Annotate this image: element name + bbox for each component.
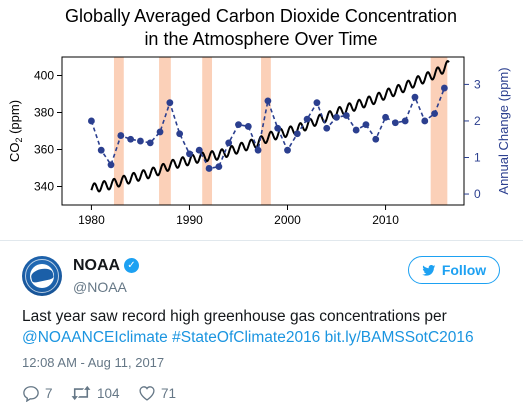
annual-change-point xyxy=(107,161,115,169)
chart-title-line: Globally Averaged Carbon Dioxide Concent… xyxy=(65,6,457,26)
user-handle[interactable]: @NOAA xyxy=(73,279,127,295)
annual-change-point xyxy=(195,146,203,154)
tweet-text: Last year saw record high greenhouse gas… xyxy=(22,306,502,348)
y-right-tick-label: 0 xyxy=(474,187,481,201)
verified-badge-icon: ✓ xyxy=(124,258,139,273)
annual-change-point xyxy=(186,150,193,158)
annual-change-point xyxy=(215,163,223,171)
el-nino-band xyxy=(202,57,213,205)
retweet-count: 104 xyxy=(97,385,120,401)
annual-change-point xyxy=(313,99,321,107)
y-left-tick-label: 360 xyxy=(34,143,54,157)
annual-change-point xyxy=(205,165,213,172)
annual-change-point xyxy=(431,110,438,118)
annual-change-point xyxy=(342,112,350,119)
annual-change-point xyxy=(264,97,272,105)
mention-link[interactable]: @NOAANCEIclimate xyxy=(22,329,168,346)
x-tick-label: 2010 xyxy=(372,213,399,227)
annual-change-point xyxy=(333,113,340,121)
url-link[interactable]: bit.ly/BAMSSotC2016 xyxy=(324,329,474,346)
annual-change-point xyxy=(127,135,135,143)
annual-change-point xyxy=(97,146,105,154)
co2-chart: Globally Averaged Carbon Dioxide Concent… xyxy=(7,6,511,227)
annual-change-point xyxy=(235,121,242,129)
plot-frame xyxy=(61,56,465,206)
y-right-tick-label: 1 xyxy=(474,150,481,164)
avatar-ring xyxy=(25,259,59,293)
y-left-axis-label: CO2 (ppm) xyxy=(7,100,24,162)
y-left-tick-label: 400 xyxy=(34,69,54,83)
y-right-axis-label: Annual Change (ppm) xyxy=(496,67,511,194)
el-nino-band xyxy=(430,57,448,205)
y-left-tick-label: 340 xyxy=(34,180,54,194)
heart-icon xyxy=(139,386,155,401)
avatar[interactable] xyxy=(22,256,62,296)
hashtag-link[interactable]: #StateOfClimate2016 xyxy=(172,329,321,346)
tweet-text-body: Last year saw record high greenhouse gas… xyxy=(22,308,447,325)
annual-change-point xyxy=(372,135,380,143)
follow-label: Follow xyxy=(441,262,487,278)
annual-change-point xyxy=(176,130,184,138)
annual-change-point xyxy=(284,146,291,154)
y-right-tick-label: 2 xyxy=(474,114,481,128)
annual-change-point xyxy=(323,124,331,132)
display-name[interactable]: NOAA xyxy=(73,257,121,274)
el-nino-band xyxy=(261,57,271,205)
reply-count: 7 xyxy=(45,385,53,401)
chart-title-line: in the Atmosphere Over Time xyxy=(144,29,377,49)
annual-change-point xyxy=(440,84,448,92)
el-nino-band xyxy=(113,57,124,205)
like-count: 71 xyxy=(161,385,177,401)
annual-change-point xyxy=(352,126,360,134)
reply-action[interactable]: 7 xyxy=(22,384,53,402)
co2-series-line xyxy=(90,60,450,193)
annual-change-point xyxy=(303,115,311,123)
annual-change-point xyxy=(166,99,174,107)
y-left-tick-label: 380 xyxy=(34,106,54,120)
annual-change-point xyxy=(401,117,409,125)
retweet-action[interactable]: 104 xyxy=(70,384,120,402)
annual-change-point xyxy=(362,121,370,129)
like-action[interactable]: 71 xyxy=(138,384,176,402)
reply-icon xyxy=(23,385,39,402)
annual-change-point xyxy=(137,137,144,145)
twitter-bird-icon xyxy=(422,264,436,276)
annual-change-point xyxy=(274,124,282,132)
annual-change-point xyxy=(117,132,125,139)
annual-change-point xyxy=(225,139,233,147)
x-tick-label: 2000 xyxy=(274,213,301,227)
annual-change-point xyxy=(156,128,164,136)
chart-divider xyxy=(0,240,523,241)
annual-change-point xyxy=(146,139,154,147)
annual-change-point xyxy=(382,113,389,121)
tweet-timestamp[interactable]: 12:08 AM - Aug 11, 2017 xyxy=(22,355,165,370)
x-tick-label: 1980 xyxy=(78,213,105,227)
annual-change-point xyxy=(244,123,252,130)
y-right-tick-label: 3 xyxy=(474,77,481,91)
annual-change-point xyxy=(391,119,399,127)
annual-change-point xyxy=(254,146,262,154)
annual-change-point xyxy=(88,117,95,125)
annual-change-point xyxy=(411,93,419,101)
tweet-header: NOAA ✓ @NOAA Follow xyxy=(22,256,502,300)
annual-change-point xyxy=(421,117,429,125)
chart-area: Globally Averaged Carbon Dioxide Concent… xyxy=(7,6,511,227)
follow-button[interactable]: Follow xyxy=(408,256,500,284)
annual-change-point xyxy=(293,130,301,138)
retweet-icon xyxy=(71,385,91,401)
x-tick-label: 1990 xyxy=(176,213,203,227)
el-nino-band xyxy=(159,57,171,205)
